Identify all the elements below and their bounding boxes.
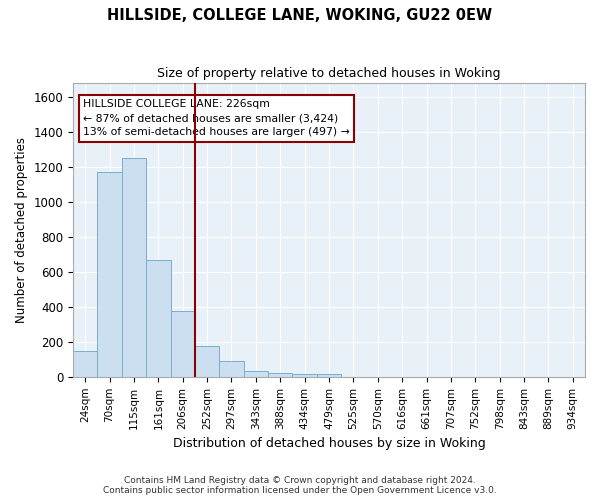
Bar (220, 361, 244, 377)
Bar (97, 172, 122, 377)
Text: HILLSIDE COLLEGE LANE: 226sqm
← 87% of detached houses are smaller (3,424)
13% o: HILLSIDE COLLEGE LANE: 226sqm ← 87% of d… (83, 99, 350, 137)
Text: HILLSIDE, COLLEGE LANE, WOKING, GU22 0EW: HILLSIDE, COLLEGE LANE, WOKING, GU22 0EW (107, 8, 493, 22)
Bar (244, 370, 268, 377)
Bar (122, 158, 146, 377)
Text: Contains HM Land Registry data © Crown copyright and database right 2024.
Contai: Contains HM Land Registry data © Crown c… (103, 476, 497, 495)
Bar (317, 374, 341, 377)
Title: Size of property relative to detached houses in Woking: Size of property relative to detached ho… (157, 68, 501, 80)
Bar (73, 350, 97, 377)
X-axis label: Distribution of detached houses by size in Woking: Distribution of detached houses by size … (173, 437, 485, 450)
Bar (170, 311, 195, 377)
Y-axis label: Number of detached properties: Number of detached properties (15, 137, 28, 323)
Bar (146, 260, 170, 377)
Bar (268, 373, 292, 377)
Bar (195, 346, 220, 377)
Bar (292, 374, 317, 377)
